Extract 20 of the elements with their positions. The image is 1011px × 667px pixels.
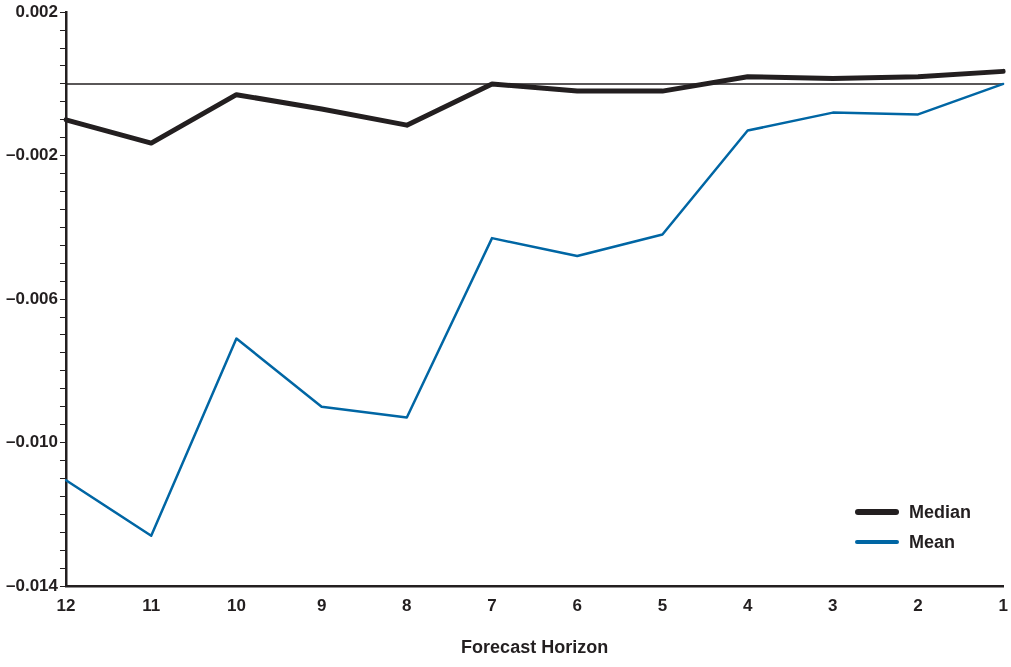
y-tick-label: –0.006: [6, 288, 58, 308]
x-tick-label: 10: [226, 595, 246, 615]
x-tick-label: 8: [402, 595, 412, 615]
legend-label: Median: [908, 501, 971, 523]
x-tick-label: 9: [316, 595, 327, 615]
x-tick-label: 7: [487, 595, 497, 615]
y-tick-label: –0.002: [6, 145, 58, 165]
x-tick-label: 2: [913, 595, 923, 615]
x-tick-label: 1: [998, 595, 1009, 615]
x-tick-label: 11: [142, 595, 161, 615]
x-tick-label: 4: [742, 595, 753, 615]
y-tick-label: –0.014: [6, 575, 59, 595]
x-axis-title: Forecast Horizon: [461, 637, 609, 658]
x-tick-label: 5: [657, 595, 668, 615]
x-tick-label: 3: [828, 595, 838, 615]
legend-label: Mean: [908, 531, 955, 553]
y-tick-label: –0.010: [6, 432, 58, 452]
y-tick-label: 0.002: [15, 1, 58, 21]
x-tick-label: 6: [572, 595, 582, 615]
x-tick-label: 12: [56, 595, 76, 615]
